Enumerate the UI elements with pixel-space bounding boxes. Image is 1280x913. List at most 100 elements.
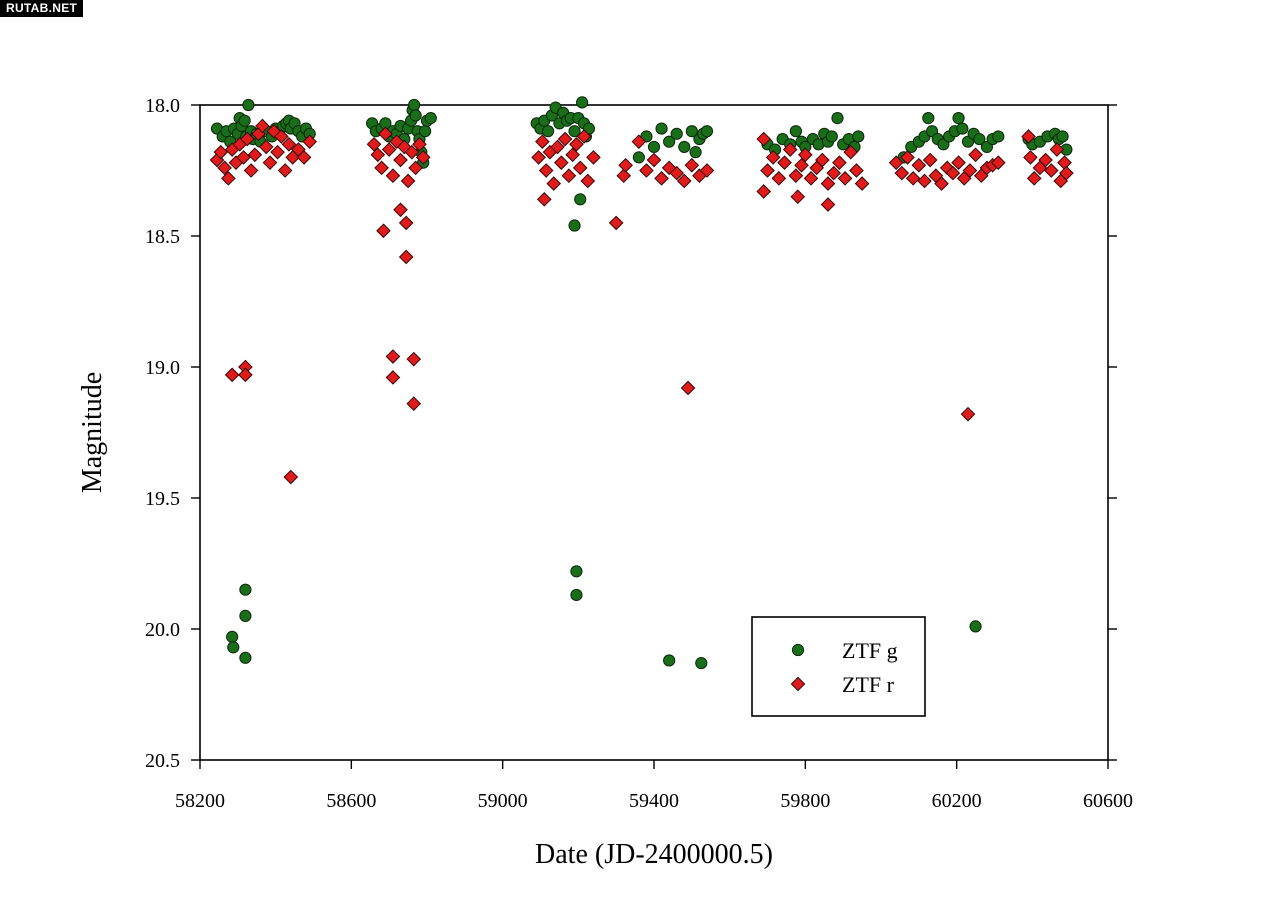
ztf-r-point bbox=[1038, 152, 1053, 168]
ztf-g-point bbox=[789, 125, 802, 138]
ztf-r-point bbox=[385, 370, 401, 385]
ztf-r-point bbox=[404, 144, 420, 160]
ztf-r-point bbox=[243, 163, 259, 178]
ztf-r-point bbox=[376, 223, 391, 239]
ztf-r-point bbox=[398, 249, 414, 265]
ztf-r-point bbox=[366, 136, 382, 152]
ztf-r-point bbox=[951, 155, 966, 170]
ztf-r-point bbox=[654, 171, 669, 186]
x-tick-label: 59400 bbox=[629, 790, 679, 812]
ztf-g-point bbox=[226, 630, 239, 643]
x-tick-label: 60600 bbox=[1083, 790, 1133, 812]
ztf-g-point bbox=[678, 140, 691, 154]
ztf-r-point bbox=[266, 123, 282, 139]
y-tick-label: 19.5 bbox=[145, 488, 180, 510]
ztf-g-point bbox=[632, 151, 645, 164]
ztf-r-point bbox=[854, 176, 870, 191]
ztf-r-point bbox=[756, 131, 772, 147]
ztf-r-point bbox=[760, 163, 775, 178]
ztf-g-point bbox=[663, 654, 676, 667]
ztf-r-point bbox=[406, 396, 422, 411]
ztf-g-point bbox=[952, 112, 965, 125]
ztf-g-point bbox=[419, 125, 432, 138]
ztf-r-point bbox=[790, 189, 806, 205]
y-tick-label: 18.0 bbox=[145, 95, 180, 117]
ztf-r-point bbox=[262, 155, 278, 170]
ztf-r-point bbox=[968, 147, 983, 163]
y-tick-label: 18.5 bbox=[145, 226, 180, 248]
ztf-r-point bbox=[239, 131, 255, 147]
ztf-r-point bbox=[771, 171, 787, 186]
ztf-r-point bbox=[531, 150, 546, 165]
ztf-r-point bbox=[777, 155, 792, 170]
ztf-r-point bbox=[922, 152, 938, 168]
ztf-g-point bbox=[239, 583, 252, 596]
ztf-r-point bbox=[1023, 150, 1038, 165]
ztf-r-point bbox=[236, 150, 251, 165]
ztf-r-point bbox=[538, 163, 554, 178]
ztf-r-point bbox=[576, 129, 592, 144]
ztf-r-point bbox=[639, 163, 654, 178]
plot-frame bbox=[199, 104, 1109, 761]
ztf-r-point bbox=[554, 155, 569, 170]
legend-label: ZTF g bbox=[842, 638, 898, 663]
tick-labels: 58200 58600 59000 59400 59800 60200 60600 18.0 1… bbox=[145, 95, 1133, 812]
ztf-r-point bbox=[820, 197, 836, 212]
ztf-g-point bbox=[409, 109, 422, 122]
ztf-r-point bbox=[550, 139, 565, 155]
ztf-g-point bbox=[655, 122, 668, 135]
ztf-g-point bbox=[1056, 130, 1069, 143]
legend-label: ZTF r bbox=[842, 672, 895, 697]
ztf-r-point bbox=[277, 163, 293, 178]
ztf-r-point bbox=[374, 160, 389, 176]
ztf-g-point bbox=[570, 588, 583, 602]
ztf-r-point bbox=[803, 171, 819, 186]
y-tick-label: 20.5 bbox=[145, 750, 180, 772]
ztf-r-point bbox=[843, 144, 859, 160]
ztf-r-point bbox=[400, 173, 416, 189]
ztf-r-point bbox=[646, 152, 662, 168]
x-tick-label: 58200 bbox=[175, 790, 225, 812]
ztf-r-point bbox=[676, 173, 692, 189]
ztf-r-point bbox=[247, 147, 263, 163]
y-tick-label: 20.0 bbox=[145, 619, 180, 641]
ztf-r-point bbox=[385, 168, 401, 184]
ztf-r-point bbox=[393, 202, 408, 218]
ztf-r-point bbox=[238, 367, 253, 383]
ztf-r-point bbox=[905, 171, 921, 186]
ztf-r-point bbox=[536, 192, 552, 207]
ztf-g-point bbox=[239, 651, 252, 664]
ztf-g-point bbox=[541, 125, 555, 138]
ztf-r-point bbox=[765, 150, 781, 165]
ztf-r-point bbox=[837, 171, 853, 186]
ztf-r-point bbox=[911, 157, 927, 173]
ztf-r-point bbox=[270, 144, 285, 160]
legend-marker-ztf-r bbox=[790, 676, 806, 692]
x-axis-title: Date (JD-2400000.5) bbox=[535, 839, 773, 870]
ztf-g-point bbox=[568, 219, 581, 232]
ztf-r-point bbox=[546, 176, 562, 191]
ztf-g-point bbox=[570, 565, 583, 578]
ztf-g-point bbox=[825, 130, 838, 143]
ztf-g-point bbox=[700, 125, 714, 138]
ztf-g-point bbox=[689, 146, 702, 159]
ztf-r-point bbox=[415, 150, 431, 165]
ztf-r-point bbox=[412, 136, 427, 152]
ztf-g-point bbox=[695, 656, 708, 670]
ztf-r-point bbox=[381, 142, 397, 157]
ztf-g-point bbox=[831, 112, 844, 125]
ztf-r-point bbox=[1049, 142, 1065, 157]
ztf-g-point bbox=[956, 122, 969, 135]
ztf-r-point bbox=[281, 136, 297, 152]
ztf-r-point bbox=[669, 165, 685, 181]
ztf-r-point bbox=[782, 142, 798, 157]
ztf-g-point bbox=[238, 114, 251, 127]
legend: ZTF g ZTF r bbox=[751, 616, 926, 717]
ztf-g-point bbox=[992, 130, 1005, 143]
ztf-g-point bbox=[424, 112, 437, 125]
ztf-r-point bbox=[408, 160, 423, 176]
x-tick-label: 59000 bbox=[478, 790, 528, 812]
ztf-g-point bbox=[647, 140, 661, 154]
ztf-r-point bbox=[684, 157, 700, 173]
